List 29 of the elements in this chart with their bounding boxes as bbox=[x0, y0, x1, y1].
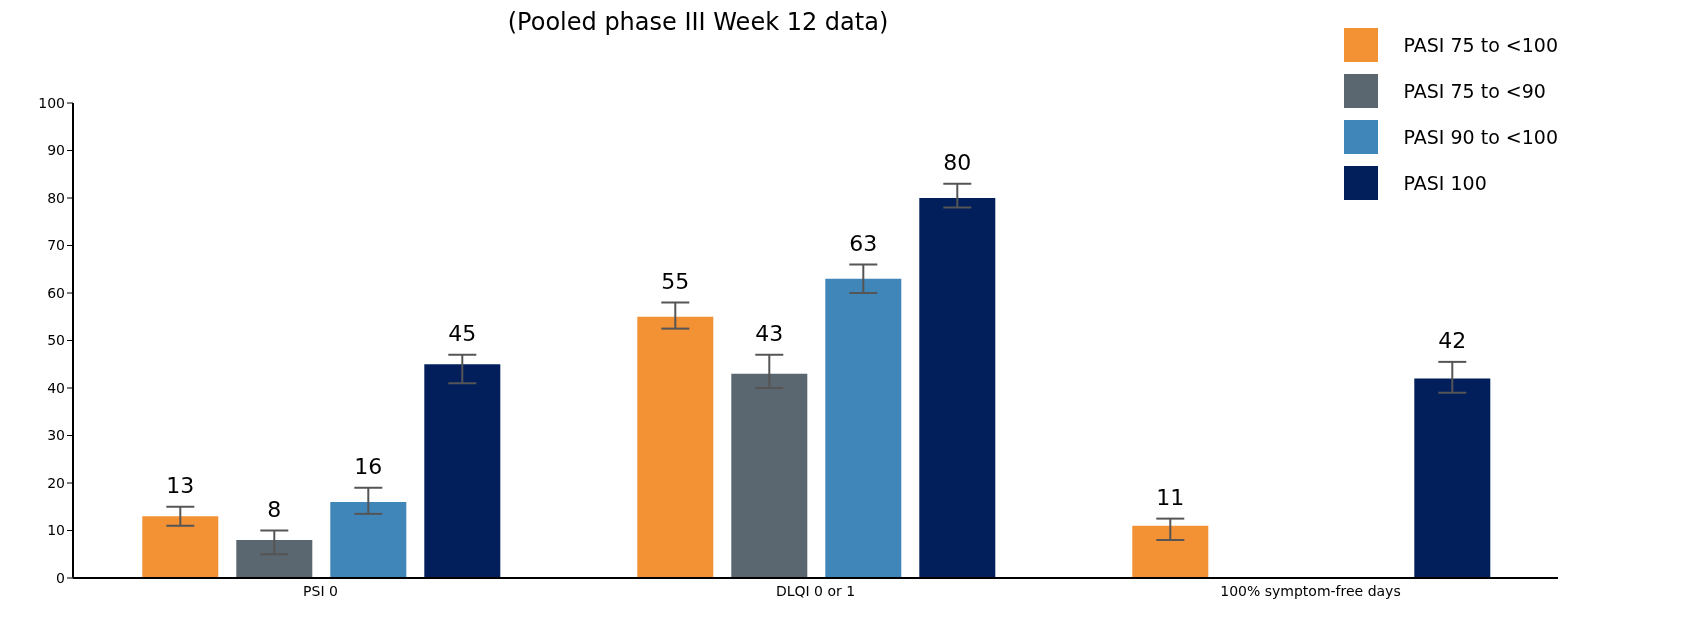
y-tick-label: 60 bbox=[47, 284, 65, 301]
y-tick-label: 90 bbox=[47, 142, 65, 159]
legend-label: PASI 75 to <100 bbox=[1403, 34, 1558, 56]
y-tick-label: 30 bbox=[47, 427, 65, 444]
data-label: 45 bbox=[448, 320, 477, 346]
data-label: 11 bbox=[1156, 484, 1185, 510]
data-label: 13 bbox=[166, 472, 195, 498]
y-tick-label: 100 bbox=[38, 94, 65, 111]
data-label: 63 bbox=[849, 230, 878, 256]
y-tick-label: 20 bbox=[47, 474, 65, 491]
x-tick-label: DLQI 0 or 1 bbox=[775, 582, 856, 599]
x-tick-label: 100% symptom-free days bbox=[1220, 582, 1401, 599]
y-tick-label: 50 bbox=[47, 332, 65, 349]
y-tick-label: 40 bbox=[47, 379, 65, 396]
data-label: 80 bbox=[943, 149, 972, 175]
chart-title: (Pooled phase III Week 12 data) bbox=[506, 8, 890, 36]
data-label: 55 bbox=[661, 268, 690, 294]
y-tick-label: 80 bbox=[47, 189, 65, 206]
data-label: 8 bbox=[267, 496, 282, 522]
legend-label: PASI 75 to <90 bbox=[1403, 80, 1546, 102]
data-label: 16 bbox=[354, 453, 383, 479]
y-tick-label: 70 bbox=[47, 237, 65, 254]
y-tick-label: 10 bbox=[47, 522, 65, 539]
data-label: 42 bbox=[1438, 327, 1467, 353]
x-tick-label: PSI 0 bbox=[303, 582, 338, 599]
data-label: 43 bbox=[755, 320, 784, 346]
y-tick-label: 0 bbox=[56, 569, 65, 586]
legend-label: PASI 100 bbox=[1403, 172, 1487, 194]
legend-label: PASI 90 to <100 bbox=[1403, 126, 1558, 148]
